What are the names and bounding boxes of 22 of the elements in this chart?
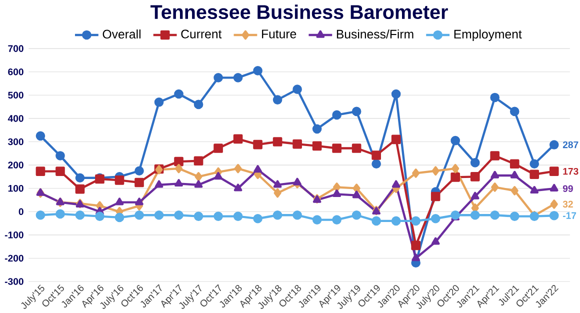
- legend-label: Future: [262, 30, 296, 38]
- y-tick-label: 300: [8, 138, 24, 146]
- data-label: 99: [562, 185, 573, 192]
- y-tick-label: 700: [8, 45, 24, 52]
- y-tick-label: -100: [4, 232, 24, 238]
- y-tick-label: 100: [8, 184, 24, 192]
- data-label: -17: [562, 212, 576, 219]
- data-label: 32: [562, 200, 573, 208]
- y-tick-label: -200: [4, 254, 24, 262]
- y-tick-label: 600: [8, 68, 24, 76]
- y-tick-label: 400: [8, 115, 24, 122]
- legend-label: Employment: [454, 29, 522, 41]
- legend-label: Overall: [102, 29, 140, 39]
- y-tick-label: 500: [8, 92, 24, 99]
- y-tick-label: 200: [8, 162, 24, 168]
- chart-title: Tennessee Business Barometer: [150, 4, 448, 20]
- data-label: 173: [563, 168, 578, 175]
- legend-label: Current: [181, 30, 222, 38]
- legend-label: Business/Firm: [336, 29, 414, 39]
- y-tick-label: 0: [18, 208, 24, 216]
- data-label: 287: [562, 141, 578, 148]
- y-tick-label: -300: [4, 278, 24, 285]
